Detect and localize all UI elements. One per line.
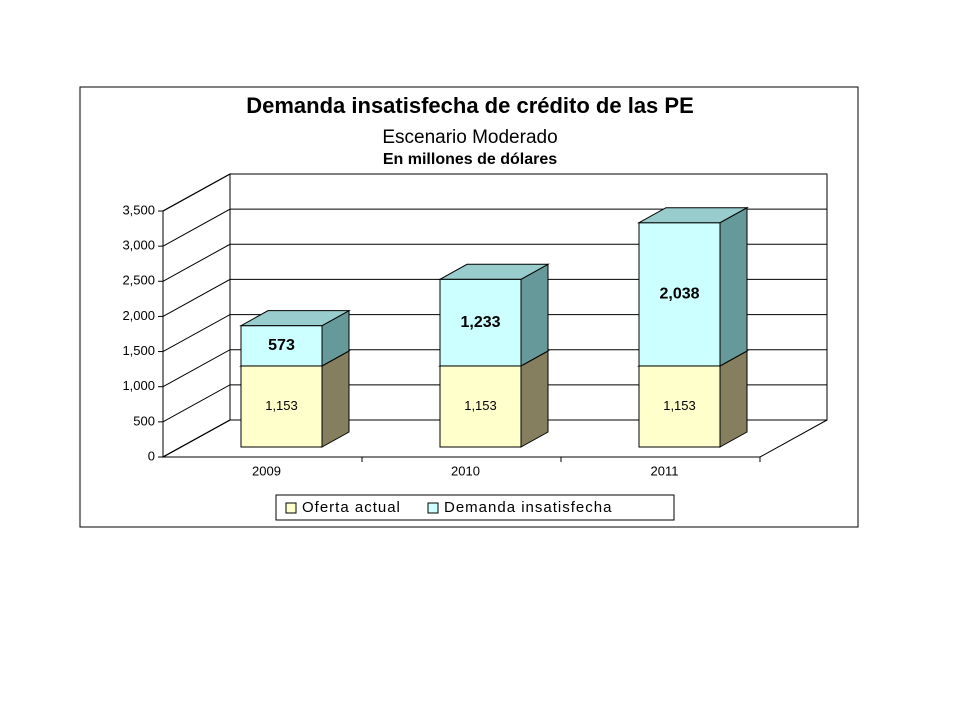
legend-box [275,494,675,521]
bar-top [637,207,749,224]
chart-title: Demanda insatisfecha de crédito de las P… [246,93,694,118]
grid-line [162,349,827,388]
legend-label: Oferta actual [302,499,401,516]
legend-swatch [285,502,297,514]
bar-top [239,310,351,327]
legend-swatch [427,502,439,514]
chart-subtitle: Escenario Moderado [382,127,557,148]
legend-label: Demanda insatisfecha [444,499,612,516]
bar-side [719,206,748,367]
bar-side [321,350,350,448]
bar [638,365,721,448]
y-tick-label: 1,000 [122,378,155,393]
unit-note: En millones de dólares [383,151,557,168]
bar [240,365,323,448]
value-label: 1,153 [464,398,497,413]
bar [240,325,323,367]
bar [439,278,522,367]
y-tick-label: 3,500 [122,202,155,217]
y-tick-label: 500 [133,413,155,428]
grid-line [162,278,827,317]
bar-side [520,263,549,367]
bar-side [719,350,748,448]
grid-line [162,419,827,458]
y-tick-label: 2,500 [122,273,155,288]
grid-line [162,243,827,282]
x-tick-label: 2010 [451,463,480,478]
y-tick-label: 0 [148,448,155,463]
y-tick-label: 1,500 [122,343,155,358]
bar [439,365,522,448]
bar-top [438,263,550,280]
y-tick-label: 3,000 [122,238,155,253]
x-tick-label: 2009 [252,463,281,478]
grid-line [162,314,827,353]
grid-line [162,208,827,247]
grid-line [162,384,827,423]
value-label: 1,233 [460,314,500,331]
value-label: 573 [268,337,295,354]
value-label: 1,153 [663,398,696,413]
value-label: 2,038 [659,286,699,303]
side-wall [162,173,231,458]
y-tick-label: 2,000 [122,308,155,323]
x-tick-label: 2011 [651,463,679,478]
value-label: 1,153 [265,398,298,413]
bar-side [520,350,549,448]
grid-line [162,173,827,212]
